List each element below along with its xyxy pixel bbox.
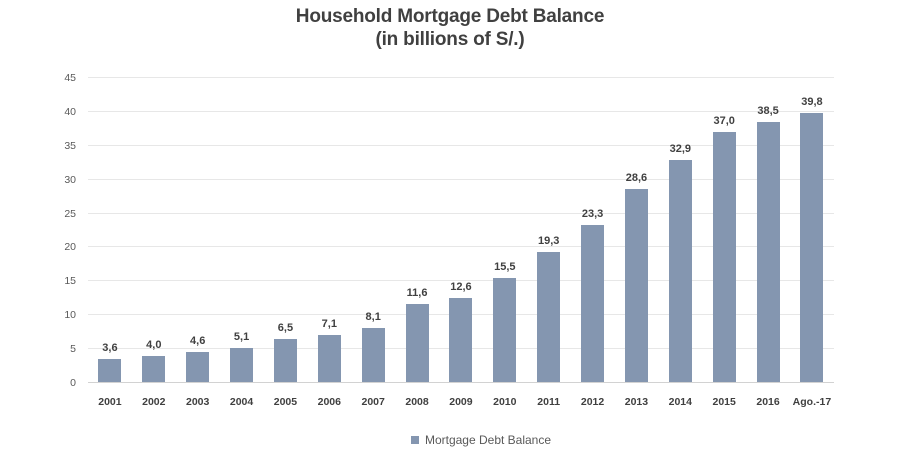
x-axis-tick-label: 2014 (668, 396, 692, 408)
bar (361, 328, 385, 383)
bar (668, 160, 692, 383)
x-axis-tick-label: 2012 (580, 396, 605, 408)
bar-column: 19,3 (527, 78, 571, 383)
x-axis-tick-label: 2015 (712, 396, 736, 408)
bar (449, 297, 473, 383)
x-axis-tick-label: 2008 (405, 396, 429, 408)
bar (273, 338, 297, 383)
bar-column: 38,5 (746, 78, 790, 383)
y-axis-tick-label: 35 (64, 139, 76, 152)
bar-column: 7,1 (307, 78, 351, 383)
bar (317, 334, 341, 383)
bar-column: 5,1 (220, 78, 264, 383)
bar-value-label: 28,6 (625, 172, 648, 185)
bars-row: 3,6 4,0 4,6 5,1 6,5 7,1 8,1 11,6 12,6 15,5 19,3 23,… (88, 78, 834, 383)
y-axis-tick-label: 45 (64, 72, 76, 84)
bar-column: 32,9 (658, 78, 702, 383)
bar-value-label: 8,1 (365, 311, 381, 324)
x-axis-tick-label: 2004 (229, 396, 254, 408)
bar-value-label: 3,6 (102, 341, 118, 354)
bar (493, 277, 517, 383)
x-axis-tick-label: 2003 (186, 396, 210, 408)
y-axis-tick-label: 40 (64, 105, 76, 118)
bar-value-label: 6,5 (277, 321, 294, 334)
bar (405, 304, 429, 383)
bar-column: 4,0 (132, 78, 176, 383)
gridline (88, 178, 834, 180)
y-axis-tick-label: 5 (70, 343, 76, 356)
chart-subtitle: (in billions of S/.) (375, 29, 525, 50)
y-axis-tick-label: 25 (64, 207, 76, 220)
chart-title-block: Household Mortgage Debt Balance (in bill… (0, 5, 900, 51)
bar (800, 113, 824, 383)
x-axis-tick-label: 2009 (449, 396, 473, 408)
y-axis-tick-label: 20 (64, 241, 76, 254)
bar (756, 122, 780, 383)
bar-column: 11,6 (395, 78, 439, 383)
y-axis: 0 5 10 15 20 25 30 35 40 45 (40, 72, 76, 389)
x-axis-tick-label: 2010 (493, 396, 517, 408)
bar (142, 355, 166, 383)
bar-value-label: 11,6 (406, 287, 428, 300)
bar-value-label: 5,1 (233, 331, 250, 344)
gridline (88, 280, 834, 282)
x-axis-tick-label: 2002 (142, 396, 166, 408)
bar (537, 252, 561, 383)
gridline (88, 110, 834, 112)
bar-value-label: 39,8 (801, 96, 823, 109)
x-axis-tick-label: 2016 (756, 396, 780, 408)
bar-column: 12,6 (439, 78, 483, 383)
bar-value-label: 32,9 (669, 143, 692, 155)
bar-value-label: 23,3 (581, 208, 604, 221)
x-axis-tick-label: 2006 (317, 396, 341, 408)
bar (98, 358, 122, 383)
bar (581, 225, 605, 383)
x-axis-tick-label: 2013 (624, 396, 649, 408)
bar-value-label: 38,5 (757, 105, 779, 118)
bar-column: 15,5 (483, 78, 527, 383)
bar-column: 37,0 (702, 78, 746, 383)
bar-value-label: 7,1 (321, 317, 337, 330)
legend-entry: Mortgage Debt Balance (410, 433, 552, 447)
bar-value-label: 4,6 (190, 334, 206, 347)
bar-column: 28,6 (615, 78, 659, 383)
x-axis-tick-label: Ago.-17 (792, 396, 832, 408)
bar-value-label: 19,3 (537, 235, 560, 248)
bar-column: 8,1 (351, 78, 395, 383)
y-axis-tick-label: 0 (70, 377, 76, 389)
y-axis-tick-label: 10 (64, 309, 76, 322)
chart-title: Household Mortgage Debt Balance (295, 6, 605, 27)
bar-column: 6,5 (264, 78, 308, 383)
bar (712, 132, 736, 383)
x-axis-tick-label: 2005 (273, 396, 298, 408)
bar (230, 348, 254, 383)
bar-column: 23,3 (571, 78, 615, 383)
gridline (88, 212, 834, 214)
x-axis-line (88, 382, 834, 383)
bar-column: 3,6 (88, 78, 132, 383)
gridline (88, 77, 834, 78)
bar-column: 4,6 (176, 78, 220, 383)
legend-swatch-icon (410, 436, 419, 444)
bar-value-label: 15,5 (494, 260, 516, 273)
x-axis-tick-label: 2007 (361, 396, 385, 408)
bar-value-label: 4,0 (146, 338, 162, 351)
legend: Mortgage Debt Balance (0, 433, 900, 447)
gridline (88, 144, 834, 146)
gridline (88, 246, 834, 248)
plot-area: 3,6 4,0 4,6 5,1 6,5 7,1 8,1 11,6 12,6 15,5 19,3 23,… (88, 77, 834, 383)
x-axis: 2001 2002 2003 2004 2005 2006 2007 2008 2009 2010… (88, 396, 834, 408)
x-axis-tick-label: 2001 (98, 396, 122, 408)
bar-column: 39,8 (790, 78, 834, 383)
y-axis-tick-label: 30 (64, 173, 76, 186)
bar (624, 189, 648, 383)
bar-value-label: 37,0 (713, 115, 735, 128)
legend-label: Mortgage Debt Balance (424, 433, 552, 447)
bar (186, 351, 210, 383)
y-axis-tick-label: 15 (64, 275, 76, 288)
bar-value-label: 12,6 (450, 280, 472, 293)
x-axis-tick-label: 2011 (537, 396, 561, 408)
